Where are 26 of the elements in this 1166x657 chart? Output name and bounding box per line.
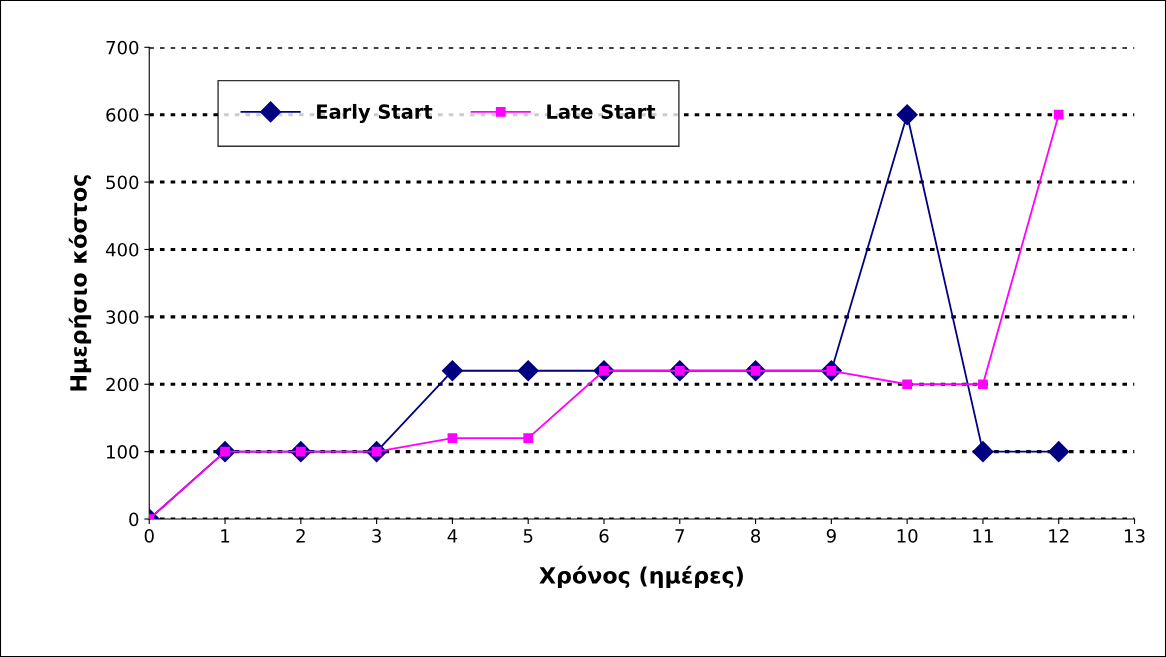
x-tick-label: 7 [675,529,684,543]
x-tick-label: 11 [973,529,993,543]
x-tick-label: 13 [1125,529,1145,543]
y-tick-label: 0 [129,512,139,527]
x-tick-label: 1 [221,529,230,543]
x-tick-label: 12 [1049,529,1069,543]
y-axis-title: Ημερήσιο κόστος [68,175,92,391]
y-tick-label: 200 [106,377,139,392]
x-tick-label: 2 [296,529,305,543]
x-tick-label: 10 [897,529,918,543]
y-tick-label: 400 [105,242,139,257]
x-tick-label: 9 [826,529,836,543]
x-tick-label: 8 [751,529,761,543]
x-axis-title: Χρόνος (ημέρες) [539,565,743,589]
y-tick-label: 600 [106,108,139,122]
legend-label: Early Start [317,103,433,123]
legend-label: Late Start [547,104,656,119]
x-tick-label: 3 [372,529,381,543]
y-tick-label: 500 [106,175,139,190]
x-tick-label: 5 [523,529,533,543]
y-tick-label: 300 [106,310,139,324]
x-tick-label: 6 [599,529,609,543]
x-tick-label: 4 [447,529,458,543]
y-tick-label: 100 [107,445,139,459]
x-tick-label: 0 [144,529,154,543]
y-tick-label: 700 [106,40,139,55]
